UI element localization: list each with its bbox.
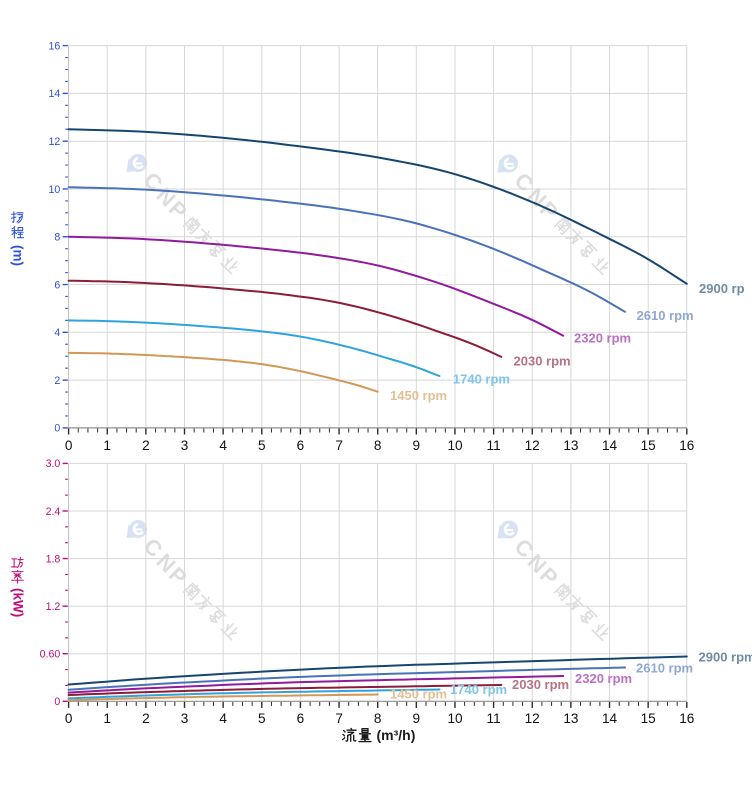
svg-text:6: 6 — [297, 711, 305, 726]
svg-text:7: 7 — [335, 711, 343, 726]
svg-text:12: 12 — [525, 711, 540, 726]
svg-text:2030 rpm: 2030 rpm — [512, 677, 569, 692]
svg-text:4: 4 — [219, 438, 227, 453]
svg-text:1: 1 — [103, 711, 111, 726]
svg-text:8: 8 — [374, 438, 382, 453]
svg-text:11: 11 — [487, 438, 501, 453]
svg-text:16: 16 — [49, 40, 61, 52]
svg-text:2030 rpm: 2030 rpm — [514, 353, 571, 368]
svg-text:5: 5 — [258, 438, 266, 453]
svg-text:(m): (m) — [11, 245, 26, 266]
svg-text:1740 rpm: 1740 rpm — [453, 371, 510, 386]
svg-text:1.2: 1.2 — [46, 601, 61, 613]
svg-text:15: 15 — [641, 711, 656, 726]
svg-text:13: 13 — [563, 711, 578, 726]
svg-text:9: 9 — [413, 711, 421, 726]
svg-text:2320 rpm: 2320 rpm — [575, 671, 632, 686]
svg-text:13: 13 — [563, 438, 578, 453]
svg-text:(kW): (kW) — [11, 588, 26, 617]
svg-text:2320 rpm: 2320 rpm — [574, 331, 631, 346]
svg-text:16: 16 — [679, 711, 694, 726]
svg-text:2900 rp: 2900 rp — [699, 281, 745, 296]
svg-text:2: 2 — [142, 438, 150, 453]
svg-text:0: 0 — [65, 711, 73, 726]
svg-text:3: 3 — [181, 438, 189, 453]
svg-text:6: 6 — [54, 279, 60, 291]
svg-text:2610 rpm: 2610 rpm — [636, 661, 693, 676]
svg-text:3.0: 3.0 — [46, 458, 61, 470]
svg-text:8: 8 — [374, 711, 382, 726]
svg-text:3: 3 — [181, 711, 189, 726]
svg-text:12: 12 — [525, 438, 540, 453]
svg-text:2.4: 2.4 — [46, 506, 61, 518]
svg-text:1740 rpm: 1740 rpm — [450, 682, 507, 697]
svg-text:14: 14 — [49, 88, 61, 100]
svg-text:0: 0 — [54, 423, 60, 435]
svg-text:11: 11 — [487, 711, 501, 726]
svg-text:14: 14 — [602, 438, 618, 453]
svg-text:1.8: 1.8 — [46, 553, 61, 565]
svg-text:2: 2 — [142, 711, 150, 726]
svg-text:10: 10 — [49, 184, 61, 196]
svg-text:10: 10 — [447, 711, 463, 726]
svg-text:0: 0 — [65, 438, 73, 453]
svg-text:15: 15 — [641, 438, 656, 453]
svg-text:4: 4 — [54, 327, 60, 339]
svg-text:1450 rpm: 1450 rpm — [390, 388, 447, 403]
svg-text:10: 10 — [447, 438, 463, 453]
svg-text:2610 rpm: 2610 rpm — [637, 308, 694, 323]
svg-text:1: 1 — [103, 438, 111, 453]
svg-text:(m³/h): (m³/h) — [377, 727, 416, 743]
svg-text:14: 14 — [602, 711, 618, 726]
svg-text:5: 5 — [258, 711, 266, 726]
svg-text:8: 8 — [54, 232, 60, 244]
svg-text:12: 12 — [49, 136, 61, 148]
svg-text:4: 4 — [219, 711, 227, 726]
svg-text:0.60: 0.60 — [40, 649, 61, 661]
svg-text:9: 9 — [413, 438, 421, 453]
svg-text:2: 2 — [54, 375, 60, 387]
svg-text:0: 0 — [54, 696, 60, 708]
svg-text:7: 7 — [335, 438, 343, 453]
svg-text:2900 rpm: 2900 rpm — [699, 650, 752, 665]
svg-text:16: 16 — [679, 438, 694, 453]
svg-text:6: 6 — [297, 438, 305, 453]
svg-text:1450 rpm: 1450 rpm — [390, 687, 447, 702]
